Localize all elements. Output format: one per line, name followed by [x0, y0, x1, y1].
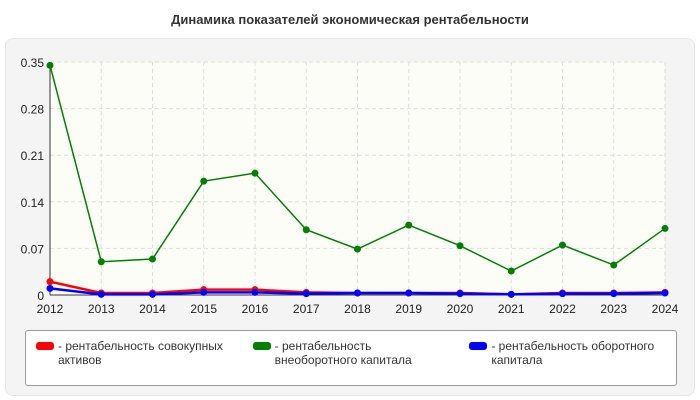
legend-swatch: [36, 342, 54, 350]
x-tick-label: 2012: [37, 302, 64, 316]
data-point: [149, 255, 156, 263]
data-point: [661, 224, 669, 232]
data-point: [46, 278, 54, 286]
x-tick-label: 2017: [293, 302, 320, 316]
y-tick-label: 0: [37, 289, 44, 303]
x-tick-label: 2016: [242, 302, 269, 316]
x-tick-label: 2013: [88, 302, 115, 316]
x-tick-label: 2015: [190, 302, 217, 316]
x-tick-label: 2019: [395, 302, 422, 316]
data-point: [302, 290, 310, 298]
data-point: [456, 290, 464, 298]
legend: - рентабельность совокупных активов - ре…: [25, 330, 677, 386]
legend-label: - рентабельность внеоборотного капитала: [274, 339, 412, 367]
data-point: [405, 289, 413, 297]
legend-label: - рентабельность оборотного капитала: [491, 339, 655, 367]
data-point: [354, 289, 361, 297]
x-tick-label: 2022: [549, 302, 576, 316]
x-tick-label: 2024: [652, 302, 679, 316]
x-tick-label: 2023: [600, 302, 627, 316]
y-tick-label: 0.14: [21, 196, 45, 210]
data-point: [149, 290, 156, 298]
y-tick-label: 0.35: [21, 56, 45, 70]
data-point: [354, 245, 361, 253]
data-point: [610, 261, 618, 269]
legend-swatch: [252, 342, 271, 350]
chart-title: Динамика показателей экономическая рента…: [171, 12, 529, 27]
data-point: [97, 258, 105, 266]
data-point: [302, 226, 310, 234]
data-point: [507, 290, 515, 298]
data-point: [456, 242, 464, 250]
data-point: [405, 221, 413, 229]
x-tick-label: 2021: [498, 302, 525, 316]
x-tick-label: 2014: [139, 302, 166, 316]
legend-item: - рентабельность совокупных активов: [26, 331, 243, 385]
x-tick-label: 2018: [344, 302, 371, 316]
legend-label: - рентабельность совокупных активов: [58, 339, 223, 367]
y-tick-label: 0.07: [21, 242, 45, 256]
data-point: [251, 169, 259, 177]
data-point: [46, 284, 54, 292]
legend-item: - рентабельность оборотного капитала: [459, 331, 676, 385]
x-tick-label: 2020: [447, 302, 474, 316]
data-point: [507, 267, 515, 275]
plot-area: 0 0.07 0.14 0.21 0.28 0.35 2012 2013 2014 2015 201…: [21, 56, 679, 316]
legend-swatch: [469, 342, 488, 350]
data-point: [46, 61, 54, 69]
data-point: [200, 288, 208, 296]
data-point: [559, 290, 566, 298]
data-point: [97, 290, 105, 298]
data-point: [559, 241, 566, 249]
data-point: [661, 289, 669, 297]
y-tick-label: 0.21: [21, 149, 45, 163]
data-point: [200, 177, 208, 185]
y-tick-label: 0.28: [21, 103, 45, 117]
legend-item: - рентабельность внеоборотного капитала: [243, 331, 460, 385]
data-point: [251, 288, 259, 296]
data-point: [610, 290, 618, 298]
